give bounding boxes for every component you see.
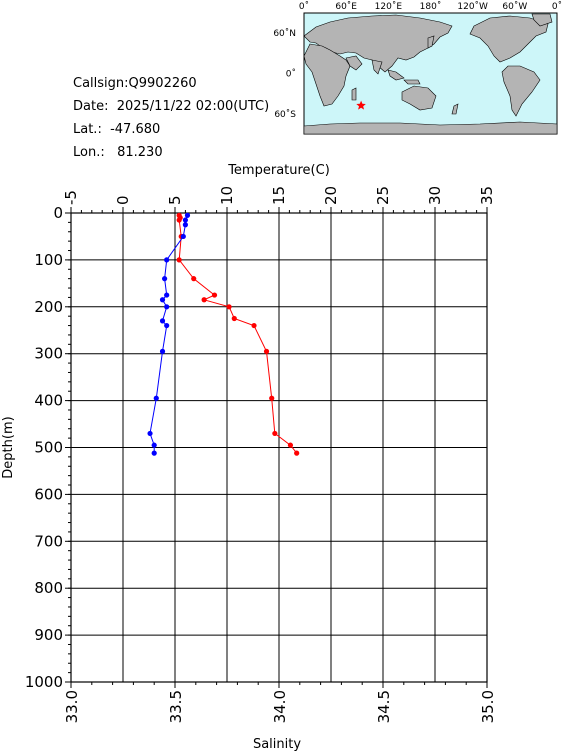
temperature-point <box>201 297 207 303</box>
depth-tick-label: 0 <box>53 204 63 222</box>
salinity-tick-label: 34.0 <box>271 690 289 723</box>
depth-tick-label: 200 <box>34 298 63 316</box>
salinity-point <box>151 450 157 456</box>
salinity-point <box>159 318 166 324</box>
axis-minor-ticks <box>68 210 488 685</box>
salinity-tick-label: 35.0 <box>479 690 497 723</box>
salinity-tick-label: 34.5 <box>375 690 393 723</box>
salinity-point <box>151 442 157 448</box>
depth-tick-label: 100 <box>34 251 63 269</box>
depth-tick-label: 400 <box>34 392 63 410</box>
temperature-tick-label: -5 <box>62 190 80 205</box>
station-marker <box>356 100 366 110</box>
map-latitude-label: 0˚ <box>286 69 296 80</box>
salinity-axis-label: Salinity <box>253 737 301 751</box>
map-longitude-label: 0˚ <box>299 1 309 12</box>
date-text: Date: 2025/11/22 02:00(UTC) <box>73 99 270 114</box>
temperature-line <box>178 215 298 454</box>
temperature-axis-label: Temperature(C) <box>227 163 330 178</box>
depth-tick-label: 1000 <box>25 673 63 691</box>
temperature-tick-label: 0 <box>114 195 132 205</box>
depth-tick-label: 500 <box>34 439 63 457</box>
temperature-point <box>263 348 270 354</box>
temperature-point <box>176 212 182 218</box>
plot-frame <box>70 212 488 683</box>
salinity-point <box>153 395 159 401</box>
salinity-tick-label: 33.0 <box>63 690 81 723</box>
station-info: Callsign:Q9902260 Date: 2025/11/22 02:00… <box>73 72 269 164</box>
salinity-tick-label: 33.5 <box>167 690 185 723</box>
temperature-point <box>176 257 182 263</box>
salinity-point <box>164 257 170 263</box>
temperature-point <box>178 233 184 240</box>
salinity-point <box>159 297 166 303</box>
map-longitude-label: 120˚W <box>457 1 488 12</box>
depth-tick-label: 300 <box>34 345 63 363</box>
salinity-line <box>149 215 188 454</box>
temperature-tick-label: 20 <box>322 186 340 205</box>
map-latitude-label: 60˚S <box>274 109 296 120</box>
map-longitude-label: 120˚E <box>375 1 403 12</box>
temperature-point <box>269 395 275 401</box>
depth-tick-label: 900 <box>34 626 63 644</box>
salinity-point <box>164 304 170 310</box>
map-longitude-label: 60˚W <box>502 1 527 12</box>
salinity-point <box>164 322 170 329</box>
map-land <box>303 13 558 135</box>
depth-tick-label: 600 <box>34 485 63 503</box>
depth-axis-label: Depth(m) <box>1 416 16 478</box>
temperature-point <box>251 322 257 329</box>
map-longitude-label: 60˚E <box>335 1 357 12</box>
salinity-point <box>162 276 168 282</box>
salinity-series <box>147 212 191 456</box>
salinity-point <box>182 217 188 223</box>
map-longitude-label: 180˚ <box>420 1 442 12</box>
map-latitude-label: 60˚N <box>273 28 296 39</box>
longitude-text: Lon.: 81.230 <box>73 145 163 160</box>
temperature-tick-label: 10 <box>218 186 236 205</box>
temperature-point <box>231 315 237 322</box>
temperature-point <box>294 450 300 456</box>
latitude-text: Lat.: -47.680 <box>73 122 161 137</box>
temperature-tick-label: 15 <box>270 186 288 205</box>
temperature-point <box>176 217 182 223</box>
salinity-point <box>182 222 188 228</box>
temperature-point <box>226 304 232 310</box>
chart-grid <box>70 212 488 683</box>
salinity-point <box>180 233 186 240</box>
salinity-point <box>164 292 170 298</box>
temperature-point <box>191 276 197 282</box>
temperature-point <box>177 215 183 221</box>
location-map: 0˚ 60˚E 120˚E 180˚ 120˚W 60˚W 0˚ 60˚N 0˚ 60˚S <box>273 1 562 135</box>
salinity-point <box>184 212 191 218</box>
depth-tick-label: 800 <box>34 579 63 597</box>
temperature-point <box>211 292 218 298</box>
temperature-tick-label: 35 <box>478 186 496 205</box>
temperature-tick-label: 5 <box>166 195 184 205</box>
temperature-series <box>176 212 300 456</box>
depth-tick-label: 700 <box>34 532 63 550</box>
callsign-text: Callsign:Q9902260 <box>73 76 197 91</box>
temperature-point <box>287 442 294 448</box>
temperature-tick-label: 25 <box>374 186 392 205</box>
temperature-point <box>272 430 278 437</box>
salinity-point <box>159 348 166 354</box>
temperature-tick-label: 30 <box>426 186 444 205</box>
map-longitude-label: 0˚ <box>552 1 562 12</box>
salinity-point <box>147 430 153 437</box>
